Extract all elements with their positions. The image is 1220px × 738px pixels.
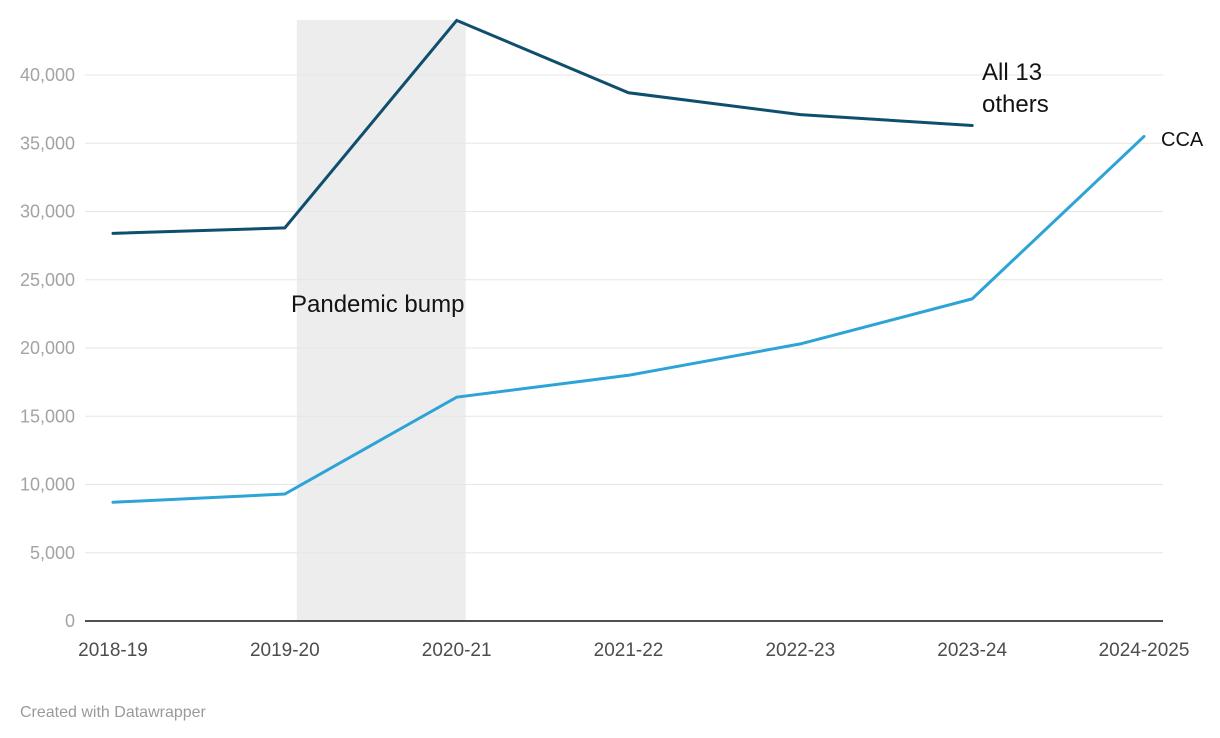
pandemic-bump-annotation: Pandemic bump xyxy=(291,291,465,318)
y-axis-tick-label: 25,000 xyxy=(20,270,75,290)
x-axis-tick-label: 2022-23 xyxy=(765,640,835,661)
series-label-line2: others xyxy=(982,91,1049,118)
x-axis-tick-label: 2023-24 xyxy=(937,640,1007,661)
datawrapper-credit: Created with Datawrapper xyxy=(20,704,206,721)
series-line-all-13-others xyxy=(111,18,974,235)
chart-canvas: 0 5,000 10,000 15,000 20,000 25,000 30,000 35,0… xyxy=(20,18,1190,661)
y-axis-tick-label: 35,000 xyxy=(20,133,75,153)
x-axis-tick-label: 2019-20 xyxy=(250,640,320,661)
y-axis-tick-label: 10,000 xyxy=(20,475,75,495)
y-axis-tick-label: 5,000 xyxy=(30,543,75,563)
y-axis-tick-label: 20,000 xyxy=(20,338,75,358)
line-chart: 0 5,000 10,000 15,000 20,000 25,000 30,000 35,0… xyxy=(20,18,1190,661)
x-axis-tick-label: 2024-2025 xyxy=(1099,640,1190,661)
series-label-all-13-others: All 13 others xyxy=(982,57,1049,121)
y-axis-tick-label: 30,000 xyxy=(20,202,75,222)
x-axis-tick-label: 2021-22 xyxy=(594,640,664,661)
x-axis-tick-label: 2020-21 xyxy=(422,640,492,661)
y-axis-tick-label: 40,000 xyxy=(20,65,75,85)
pandemic-band xyxy=(296,20,466,621)
series-line-cca xyxy=(111,134,1146,504)
y-axis-tick-label: 15,000 xyxy=(20,406,75,426)
y-axis-tick-label: 0 xyxy=(65,611,75,631)
series-label-line1: All 13 xyxy=(982,59,1043,86)
series-label-cca: CCA xyxy=(1161,129,1204,151)
x-axis-tick-label: 2018-19 xyxy=(78,640,148,661)
